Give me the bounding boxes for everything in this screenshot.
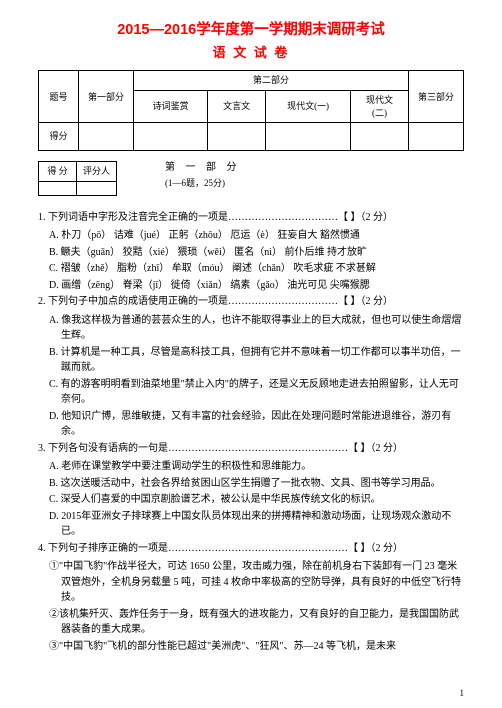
- grading-table: 得 分 评分人: [38, 161, 117, 196]
- q4-c: ③"中国飞豹"飞机的部分性能已超过"美洲虎"、"狂风"、苏—24 等飞机，是未来: [38, 639, 464, 655]
- score-table: 题号 第一部分 第二部分 第三部分 诗词鉴赏 文言文 现代文(一) 现代文 (二…: [38, 70, 464, 151]
- defen-cell: [134, 123, 208, 151]
- q2-c: C. 有的游客明明看到油菜地里"禁止入内"的牌子，还是义无反顾地走进去拍照留影，…: [38, 377, 464, 408]
- q4-stem: 4. 下列句子排序正确的一项是………………………………………………【 】（2 分…: [38, 541, 464, 557]
- q1-c: C. 褶皱（zhě） 脂粉（zhī） 牟取（móu） 阐述（chǎn） 吹毛求疵…: [38, 261, 464, 277]
- small-defen: 得 分: [39, 162, 77, 182]
- small-cell: [77, 181, 117, 195]
- section1-title: 第 一 部 分: [165, 161, 241, 175]
- th-sub1: 诗词鉴赏: [134, 91, 208, 123]
- defen-cell: [351, 123, 409, 151]
- small-cell: [39, 181, 77, 195]
- th-tihao: 题号: [39, 71, 79, 123]
- th-sub4: 现代文 (二): [351, 91, 409, 123]
- title-main: 2015—2016学年度第一学期期末调研考试: [38, 20, 464, 40]
- th-part1: 第一部分: [79, 71, 134, 123]
- page-number: 1: [460, 687, 465, 700]
- q3-stem: 3. 下列各句没有语病的一句是………………………………………………【 】（2 分…: [38, 441, 464, 457]
- q2-stem: 2. 下列句子中加点的成语使用正确的一项是……………………………【 】（2 分）: [38, 294, 464, 310]
- q1-d: D. 画缯（zēng） 脊梁（jǐ） 徙倚（xiǎn） 缟素（gǎo） 油光可见…: [38, 278, 464, 294]
- small-grader: 评分人: [77, 162, 117, 182]
- q3-b: B. 这次送暖活动中，社会各界给贫困山区学生捐赠了一批衣物、文具、图书等学习用品…: [38, 476, 464, 492]
- defen-cell: [208, 123, 266, 151]
- q2-a: A. 像我这样极为普通的芸芸众生的人，也许不能取得事业上的巨大成就，但也可以使生…: [38, 313, 464, 344]
- defen-cell: [79, 123, 134, 151]
- defen-cell: [266, 123, 351, 151]
- q4-a: ①"中国飞豹"作战半径大，可达 1650 公里，攻击威力强，除在前机身右下装卸有…: [38, 559, 464, 606]
- th-sub2: 文言文: [208, 91, 266, 123]
- q1-a: A. 朴刀（pō） 诘难（jué） 正躬（zhōu） 厄运（è） 狂妄自大 豁然…: [38, 228, 464, 244]
- q2-d: D. 他知识广博，思维敏捷，又有丰富的社会经验，因此在处理问题时常能进退维谷，游…: [38, 409, 464, 440]
- th-part3: 第三部分: [409, 71, 464, 123]
- q3-c: C. 深受人们喜爱的中国京剧脸谱艺术，被公认是中华民族传统文化的标识。: [38, 492, 464, 508]
- th-part2: 第二部分: [134, 71, 409, 91]
- title-sub: 语 文 试 卷: [38, 44, 464, 62]
- th-sub3: 现代文(一): [266, 91, 351, 123]
- q2-b: B. 计算机是一种工具，尽管是高科技工具，但拥有它并不意味着一切工作都可以事半功…: [38, 345, 464, 376]
- q3-d: D. 2015年亚洲女子排球赛上中国女队员体现出来的拼搏精神和激动场面，让现场观…: [38, 509, 464, 540]
- q1-stem: 1. 下列词语中字形及注音完全正确的一项是……………………………【 】（2 分）: [38, 210, 464, 226]
- defen-cell: [409, 123, 464, 151]
- section1-range: (1—6题，25分): [165, 177, 241, 190]
- q4-b: ②该机集歼灭、轰炸任务于一身，既有强大的进攻能力，又有良好的自卫能力，是我国国防…: [38, 607, 464, 638]
- q1-b: B. 鳜夫（guān） 狡黠（xié） 猥琐（wěi） 匿名（nì） 前仆后维 …: [38, 245, 464, 261]
- q3-a: A. 老师在课堂教学中要注重调动学生的积极性和思维能力。: [38, 459, 464, 475]
- defen-label: 得分: [39, 123, 79, 151]
